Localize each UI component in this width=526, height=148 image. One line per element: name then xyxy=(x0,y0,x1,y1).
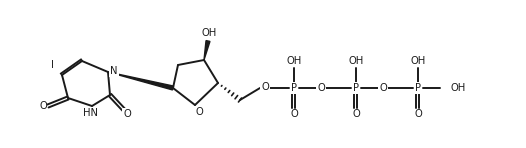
Text: P: P xyxy=(415,83,421,93)
Text: O: O xyxy=(317,83,325,93)
Text: OH: OH xyxy=(410,56,426,66)
Text: I: I xyxy=(50,60,54,70)
Text: P: P xyxy=(291,83,297,93)
Text: O: O xyxy=(352,109,360,119)
Text: O: O xyxy=(290,109,298,119)
Text: O: O xyxy=(39,101,47,111)
Text: O: O xyxy=(261,82,269,92)
Text: OH: OH xyxy=(451,83,466,93)
Text: OH: OH xyxy=(348,56,363,66)
Polygon shape xyxy=(108,72,174,90)
Text: N: N xyxy=(110,66,118,76)
Text: O: O xyxy=(195,107,203,117)
Text: OH: OH xyxy=(286,56,301,66)
Text: O: O xyxy=(414,109,422,119)
Text: O: O xyxy=(379,83,387,93)
Text: HN: HN xyxy=(83,108,97,118)
Polygon shape xyxy=(204,41,210,60)
Text: O: O xyxy=(123,109,131,119)
Text: P: P xyxy=(353,83,359,93)
Text: OH: OH xyxy=(201,28,217,38)
